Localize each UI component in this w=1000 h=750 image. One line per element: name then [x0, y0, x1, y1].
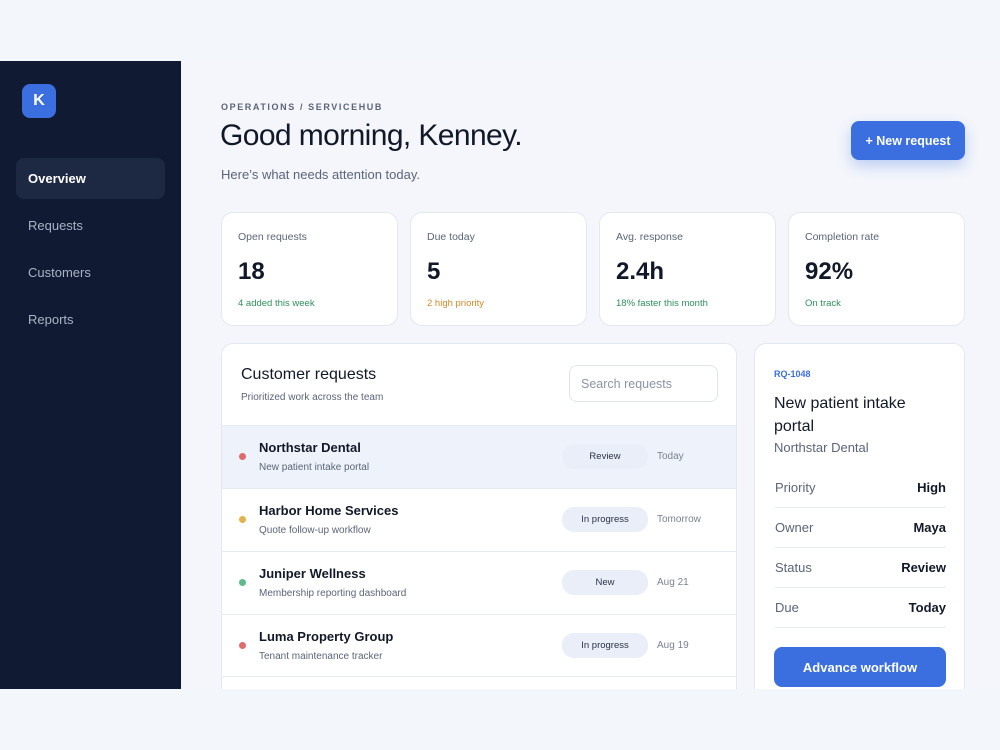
- stat-value: 92%: [805, 258, 854, 285]
- panel-title: Customer requests: [241, 366, 377, 383]
- advance-button[interactable]: Advance workflow: [774, 647, 946, 687]
- request-description: Membership reporting dashboard: [259, 588, 407, 599]
- requests-panel: Customer requests Prioritized work acros…: [221, 343, 737, 689]
- detail-client: Northstar Dental: [774, 440, 869, 455]
- field-value: Maya: [913, 520, 946, 535]
- stat-note: 2 high priority: [427, 298, 485, 309]
- request-id: RQ-1048: [774, 369, 811, 379]
- field-label: Priority: [775, 480, 816, 495]
- detail-title: New patient intake portal: [774, 395, 906, 435]
- status-badge: Review: [562, 444, 648, 469]
- field-value: Today: [908, 600, 946, 615]
- panel-subtitle: Prioritized work across the team: [241, 392, 384, 403]
- stat-card: Due today 5 2 high priority: [410, 212, 587, 326]
- field-label: Owner: [775, 520, 814, 535]
- request-row[interactable]: Harbor Home Services Quote follow-up work…: [222, 488, 736, 551]
- nav-item[interactable]: Reports: [28, 312, 74, 327]
- nav-item[interactable]: Requests: [28, 218, 83, 233]
- detail-field: Status Review: [775, 548, 946, 588]
- client-name: Northstar Dental: [259, 440, 361, 455]
- request-description: Tenant maintenance tracker: [259, 651, 383, 662]
- status-badge: In progress: [562, 507, 648, 532]
- search-input[interactable]: Search requests: [569, 365, 718, 402]
- status-badge: New: [562, 570, 648, 595]
- page-title: Good morning, Kenney.: [220, 119, 523, 152]
- nav-item[interactable]: Customers: [28, 265, 91, 280]
- request-row[interactable]: Luma Property Group Tenant maintenance tr…: [222, 614, 736, 677]
- stat-value: 5: [427, 258, 441, 285]
- stat-label: Due today: [427, 231, 475, 243]
- due-date: Aug 19: [657, 640, 689, 651]
- stat-note: 4 added this week: [238, 298, 315, 309]
- app: K Overview Requests Customers Reports OPERA…: [0, 61, 1000, 689]
- stat-card: Open requests 18 4 added this week: [221, 212, 398, 326]
- status-dot: [239, 642, 246, 649]
- due-date: Aug 21: [657, 577, 689, 588]
- nav-item[interactable]: Overview: [16, 158, 165, 199]
- stat-label: Avg. response: [616, 231, 683, 243]
- page-subtitle: Here’s what needs attention today.: [221, 167, 420, 182]
- field-value: High: [917, 480, 946, 495]
- new-request-button[interactable]: + New request: [851, 121, 965, 160]
- request-row[interactable]: Juniper Wellness Membership reporting das…: [222, 551, 736, 614]
- stat-note: 18% faster this month: [616, 298, 708, 309]
- stat-label: Open requests: [238, 231, 307, 243]
- logo: K: [22, 84, 56, 118]
- detail-field: Due Today: [775, 588, 946, 628]
- status-dot: [239, 453, 246, 460]
- status-dot: [239, 579, 246, 586]
- client-name: Juniper Wellness: [259, 566, 366, 581]
- stat-value: 18: [238, 258, 265, 285]
- breadcrumb: OPERATIONS / SERVICEHUB: [221, 102, 383, 112]
- client-name: Luma Property Group: [259, 629, 394, 644]
- stat-card: Avg. response 2.4h 18% faster this month: [599, 212, 776, 326]
- detail-field: Priority High: [775, 468, 946, 508]
- request-description: New patient intake portal: [259, 462, 370, 473]
- row-divider: [222, 676, 736, 689]
- status-dot: [239, 516, 246, 523]
- request-description: Quote follow-up workflow: [259, 525, 371, 536]
- detail-field: Owner Maya: [775, 508, 946, 548]
- field-value: Review: [901, 560, 946, 575]
- due-date: Tomorrow: [657, 514, 701, 525]
- detail-panel: RQ-1048 New patient intake portal Norths…: [754, 343, 965, 689]
- stat-note: On track: [805, 298, 841, 309]
- stat-value: 2.4h: [616, 258, 665, 285]
- due-date: Today: [657, 451, 684, 462]
- field-label: Due: [775, 600, 799, 615]
- stat-label: Completion rate: [805, 231, 880, 243]
- client-name: Harbor Home Services: [259, 503, 399, 518]
- status-badge: In progress: [562, 633, 648, 658]
- sidebar: K Overview Requests Customers Reports: [0, 61, 181, 689]
- stat-card: Completion rate 92% On track: [788, 212, 965, 326]
- field-label: Status: [775, 560, 812, 575]
- request-row[interactable]: Northstar Dental New patient intake porta…: [222, 425, 736, 488]
